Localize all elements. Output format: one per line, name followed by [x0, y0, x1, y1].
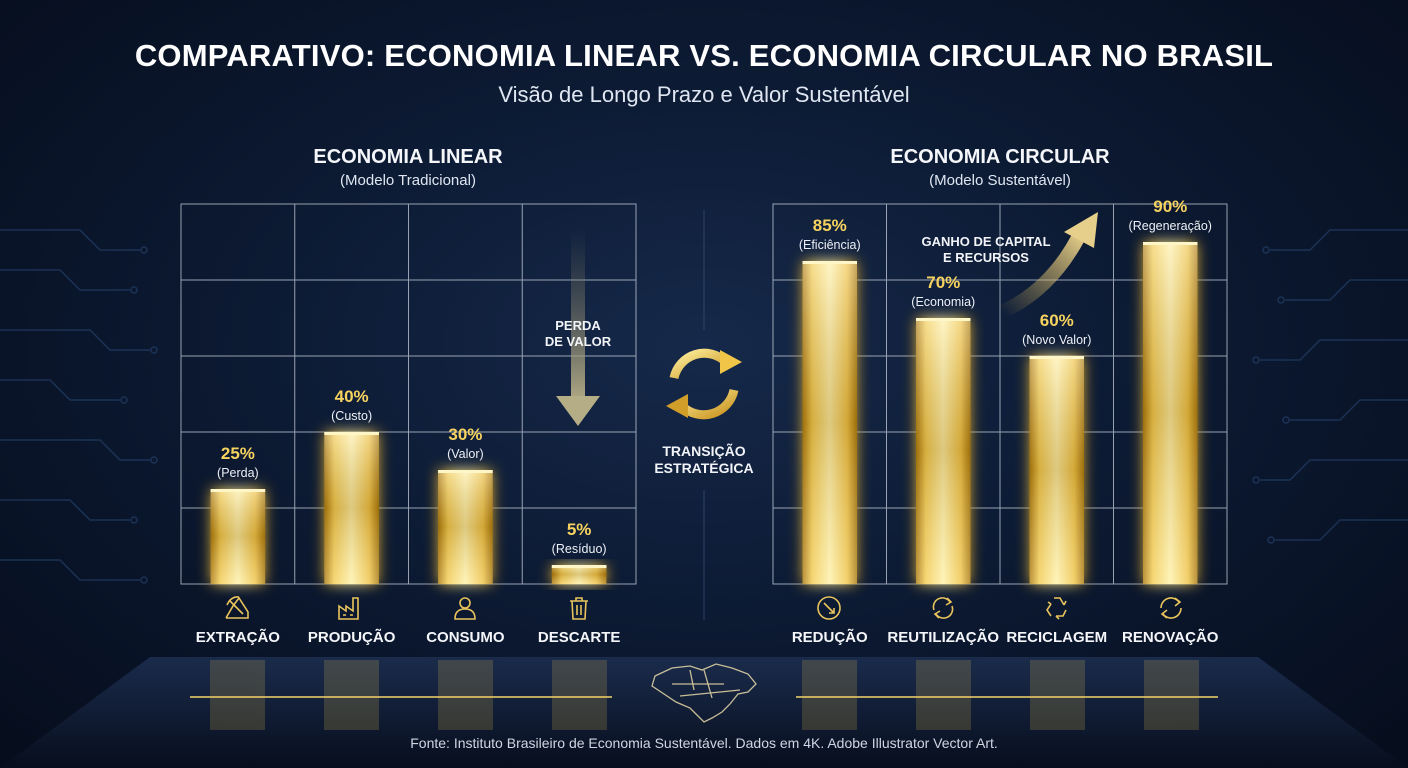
circular-category-label-1: REDUÇÃO: [792, 628, 868, 646]
person-icon: [454, 597, 476, 620]
transition-cycle-icon: [666, 348, 742, 420]
source-footnote: Fonte: Instituto Brasileiro de Economia …: [410, 735, 998, 751]
linear-category-label-3: CONSUMO: [426, 629, 505, 646]
linear-value-label-4: 5%: [567, 520, 592, 539]
page-title: COMPARATIVO: ECONOMIA LINEAR VS. ECONOMI…: [134, 38, 1274, 73]
linear-value-label-2: 40%: [335, 387, 369, 406]
circular-annotation-2: (Economia): [911, 295, 975, 309]
linear-bar-4: [551, 565, 607, 584]
reuse-icon: [932, 597, 954, 619]
linear-annotation-1: (Perda): [217, 466, 259, 480]
linear-category-label-2: PRODUÇÃO: [308, 628, 396, 646]
circular-annotation-3: (Novo Valor): [1022, 333, 1091, 347]
transition-label-line1: TRANSIÇÃO: [662, 442, 745, 459]
capital-gain-label-line1: GANHO DE CAPITAL: [921, 234, 1050, 249]
linear-bar-3: [438, 470, 493, 584]
circular-value-label-2: 70%: [926, 273, 960, 292]
circuit-pattern-right: [1252, 229, 1408, 544]
bar-reflections: [210, 660, 1199, 730]
circular-value-label-4: 90%: [1153, 197, 1187, 216]
circular-annotation-4: (Regeneração): [1129, 219, 1212, 233]
linear-value-label-3: 30%: [448, 425, 482, 444]
linear-value-label-1: 25%: [221, 444, 255, 463]
linear-bar-1: [210, 489, 266, 584]
value-loss-label-line2: DE VALOR: [545, 334, 612, 349]
circular-panel-subtitle: (Modelo Sustentável): [929, 172, 1071, 189]
reduce-icon: [817, 596, 841, 620]
mining-icon: [225, 596, 249, 619]
linear-annotation-3: (Valor): [447, 447, 484, 461]
circular-bar-2: [916, 318, 971, 584]
value-loss-label-line1: PERDA: [555, 318, 601, 333]
capital-gain-arrow: [998, 212, 1098, 319]
brazil-map-icon: [651, 663, 757, 723]
renew-icon: [1160, 597, 1182, 619]
page-subtitle: Visão de Longo Prazo e Valor Sustentável: [498, 82, 910, 107]
capital-gain-label-line2: E RECURSOS: [943, 250, 1029, 265]
circular-category-label-2: REUTILIZAÇÃO: [887, 628, 999, 646]
recycle-icon: [1046, 597, 1067, 620]
circular-category-label-3: RECICLAGEM: [1006, 629, 1107, 646]
circuit-pattern-left: [0, 229, 158, 584]
circular-category-label-4: RENOVAÇÃO: [1122, 628, 1219, 646]
linear-annotation-4: (Resíduo): [552, 542, 607, 556]
factory-icon: [338, 597, 359, 620]
transition-label-line2: ESTRATÉGICA: [654, 460, 753, 476]
circular-value-label-1: 85%: [813, 216, 847, 235]
floor-platform: [0, 657, 1408, 768]
circular-bar-3: [1029, 356, 1084, 584]
linear-panel-subtitle: (Modelo Tradicional): [340, 172, 476, 189]
trash-icon: [570, 597, 588, 620]
value-loss-arrow: [556, 228, 600, 426]
circular-bar-4: [1143, 242, 1198, 584]
circular-value-label-3: 60%: [1040, 311, 1074, 330]
linear-panel-title: ECONOMIA LINEAR: [313, 146, 503, 168]
linear-bar-2: [324, 432, 379, 584]
circular-annotation-1: (Eficiência): [799, 238, 861, 252]
circular-bar-1: [802, 261, 857, 584]
circular-panel-title: ECONOMIA CIRCULAR: [890, 146, 1110, 168]
linear-category-label-4: DESCARTE: [538, 629, 621, 646]
linear-annotation-2: (Custo): [331, 409, 372, 423]
linear-category-label-1: EXTRAÇÃO: [196, 628, 281, 646]
